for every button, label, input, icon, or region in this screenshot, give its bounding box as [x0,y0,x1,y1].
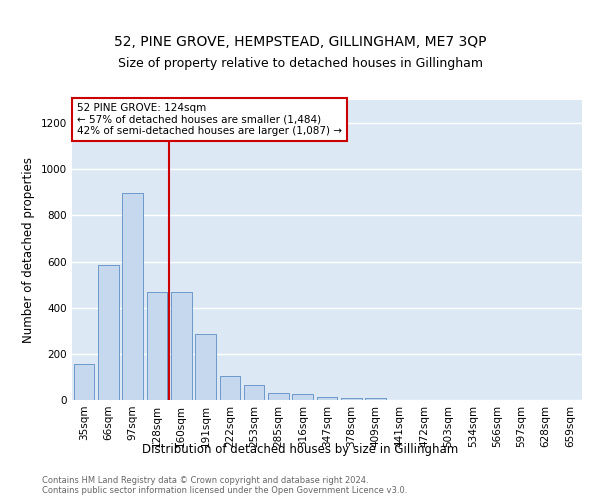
Bar [195,334,216,400]
Y-axis label: Number of detached properties: Number of detached properties [22,157,35,343]
Bar [317,396,337,400]
Text: Distribution of detached houses by size in Gillingham: Distribution of detached houses by size … [142,442,458,456]
Bar [244,385,265,400]
Bar [365,398,386,400]
Text: 52 PINE GROVE: 124sqm
← 57% of detached houses are smaller (1,484)
42% of semi-d: 52 PINE GROVE: 124sqm ← 57% of detached … [77,103,342,136]
Text: Contains HM Land Registry data © Crown copyright and database right 2024.
Contai: Contains HM Land Registry data © Crown c… [42,476,407,495]
Bar [146,292,167,400]
Text: 52, PINE GROVE, HEMPSTEAD, GILLINGHAM, ME7 3QP: 52, PINE GROVE, HEMPSTEAD, GILLINGHAM, M… [114,35,486,49]
Bar [171,292,191,400]
Bar [268,393,289,400]
Bar [74,364,94,400]
Bar [220,376,240,400]
Bar [122,194,143,400]
Text: Size of property relative to detached houses in Gillingham: Size of property relative to detached ho… [118,58,482,70]
Bar [98,265,119,400]
Bar [341,398,362,400]
Bar [292,394,313,400]
